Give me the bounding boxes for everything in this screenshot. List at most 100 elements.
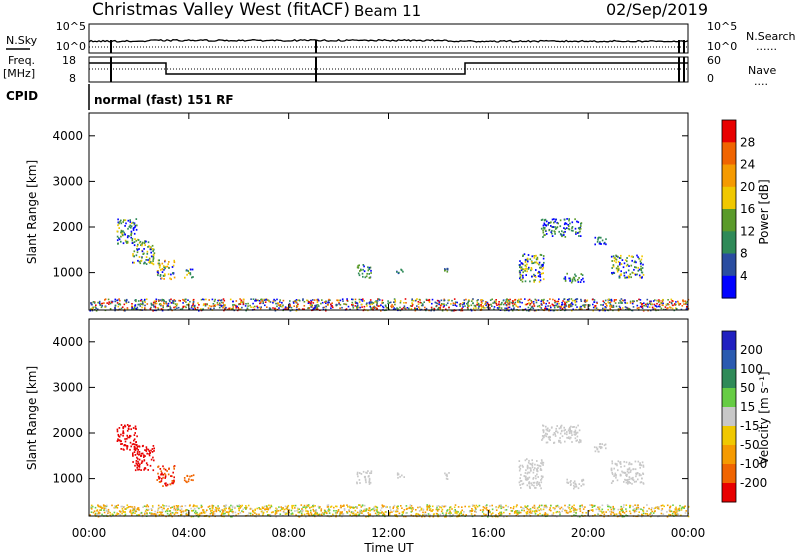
velocity-echo-cell xyxy=(357,475,359,478)
velocity-ground-cell xyxy=(511,510,514,512)
velocity-ground-cell xyxy=(422,508,425,511)
power-ground-cell xyxy=(256,305,258,308)
velocity-ground-cell xyxy=(137,514,140,516)
power-ground-cell xyxy=(592,309,594,312)
velocity-echo-cell xyxy=(145,450,148,452)
power-ground-cell xyxy=(385,305,387,308)
power-ground-cell xyxy=(498,305,501,308)
power-echo-cell xyxy=(616,270,619,273)
power-ground-cell xyxy=(142,302,144,304)
power-ground-cell xyxy=(184,298,187,301)
power-ground-cell xyxy=(314,307,316,309)
power-ground-cell xyxy=(437,308,439,310)
velocity-echo-cell xyxy=(159,468,162,470)
velocity-ground-cell xyxy=(277,510,280,512)
power-ground-cell xyxy=(352,298,354,301)
power-ground-cell xyxy=(229,307,232,310)
velocity-echo-cell xyxy=(143,454,145,457)
velocity-echo-cell xyxy=(541,476,544,478)
power-ground-cell xyxy=(150,306,152,309)
power-echo-cell xyxy=(186,273,188,276)
velocity-ground-cell xyxy=(335,512,338,514)
power-echo-cell xyxy=(542,229,544,232)
velocity-echo-cell xyxy=(136,457,139,460)
power-ground-cell xyxy=(448,299,450,301)
velocity-echo-cell xyxy=(542,431,545,434)
velocity-ground-cell xyxy=(124,513,127,516)
velocity-ground-cell xyxy=(305,510,307,512)
velocity-ground-cell xyxy=(320,510,322,512)
velocity-ground-cell xyxy=(612,505,614,508)
power-ground-cell xyxy=(254,298,257,301)
power-ground-cell xyxy=(232,306,234,308)
power-ground-cell xyxy=(578,307,581,310)
power-ground-cell xyxy=(240,301,242,304)
power-echo-cell xyxy=(542,226,545,229)
velocity-ground-cell xyxy=(640,508,642,511)
velocity-ground-cell xyxy=(210,510,212,512)
power-ground-cell xyxy=(420,304,423,307)
velocity-ground-cell xyxy=(166,512,169,515)
power-ground-cell xyxy=(232,308,234,310)
power-echo-cell xyxy=(357,266,360,269)
velocity-ground-cell xyxy=(220,514,222,517)
power-echo-cell xyxy=(145,240,147,243)
power-ground-cell xyxy=(370,301,373,304)
power-ground-cell xyxy=(486,306,489,309)
velocity-ground-cell xyxy=(381,505,384,507)
power-ground-cell xyxy=(452,304,454,306)
velocity-echo-cell xyxy=(541,459,543,462)
power-ground-cell xyxy=(284,306,287,308)
velocity-ground-cell xyxy=(174,509,177,511)
velocity-ground-cell xyxy=(166,509,168,511)
velocity-echo-cell xyxy=(574,486,576,488)
power-ground-cell xyxy=(446,309,449,312)
power-ground-cell xyxy=(325,300,327,303)
power-ground-cell xyxy=(391,306,393,309)
power-echo-cell xyxy=(184,276,186,279)
velocity-ground-cell xyxy=(275,507,277,510)
velocity-ground-cell xyxy=(323,511,326,514)
velocity-ground-cell xyxy=(203,510,205,513)
velocity-ground-cell xyxy=(208,505,211,507)
velocity-scatter xyxy=(89,424,690,518)
velocity-ground-cell xyxy=(540,509,543,511)
velocity-echo-cell xyxy=(536,484,538,486)
cpid-value: normal (fast) 151 RF xyxy=(94,93,234,107)
velocity-echo-cell xyxy=(164,468,167,471)
power-ground-cell xyxy=(529,303,532,305)
power-ground-cell xyxy=(358,298,361,301)
velocity-echo-cell xyxy=(560,441,562,444)
velocity-echo-cell xyxy=(137,468,139,471)
power-echo-cell xyxy=(446,270,449,273)
power-ground-cell xyxy=(320,302,322,305)
velocity-ground-cell xyxy=(103,511,106,514)
velocity-echo-cell xyxy=(160,477,163,480)
power-echo-cell xyxy=(551,229,553,232)
velocity-ground-cell xyxy=(654,507,656,509)
velocity-ground-cell xyxy=(117,504,119,506)
power-echo-cell xyxy=(122,221,124,223)
velocity-echo-cell xyxy=(132,461,134,463)
power-echo-cell xyxy=(574,279,577,282)
velocity-ground-cell xyxy=(418,510,421,512)
velocity-ground-cell xyxy=(314,511,317,514)
power-ground-cell xyxy=(174,303,177,305)
velocity-ground-cell xyxy=(475,508,477,511)
velocity-ground-cell xyxy=(646,513,649,515)
velocity-ground-cell xyxy=(96,510,98,512)
velocity-ground-cell xyxy=(363,504,366,507)
velocity-ground-cell xyxy=(139,512,142,515)
velocity-ground-cell xyxy=(208,515,211,518)
power-ground-cell xyxy=(540,307,543,309)
velocity-echo-cell xyxy=(553,442,555,444)
velocity-echo-cell xyxy=(601,443,603,445)
velocity-ground-cell xyxy=(283,508,286,511)
power-echo-cell xyxy=(519,277,521,280)
velocity-echo-cell xyxy=(525,475,527,478)
power-ground-cell xyxy=(603,301,606,304)
velocity-ground-cell xyxy=(314,512,317,514)
power-echo-cell xyxy=(118,222,120,225)
velocity-echo-cell xyxy=(603,444,606,447)
velocity-ground-cell xyxy=(591,509,594,511)
